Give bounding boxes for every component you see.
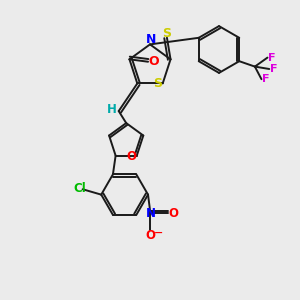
Text: Cl: Cl xyxy=(73,182,86,195)
Text: F: F xyxy=(262,74,270,84)
Text: O: O xyxy=(148,55,159,68)
Text: S: S xyxy=(162,27,171,40)
Text: O: O xyxy=(146,229,155,242)
Text: N: N xyxy=(146,33,156,46)
Text: S: S xyxy=(153,77,162,90)
Text: O: O xyxy=(126,150,136,163)
Text: −: − xyxy=(154,228,164,238)
Text: O: O xyxy=(168,207,178,220)
Text: H: H xyxy=(107,103,117,116)
Text: N: N xyxy=(146,207,155,220)
Text: F: F xyxy=(268,52,276,63)
Text: F: F xyxy=(270,64,278,74)
